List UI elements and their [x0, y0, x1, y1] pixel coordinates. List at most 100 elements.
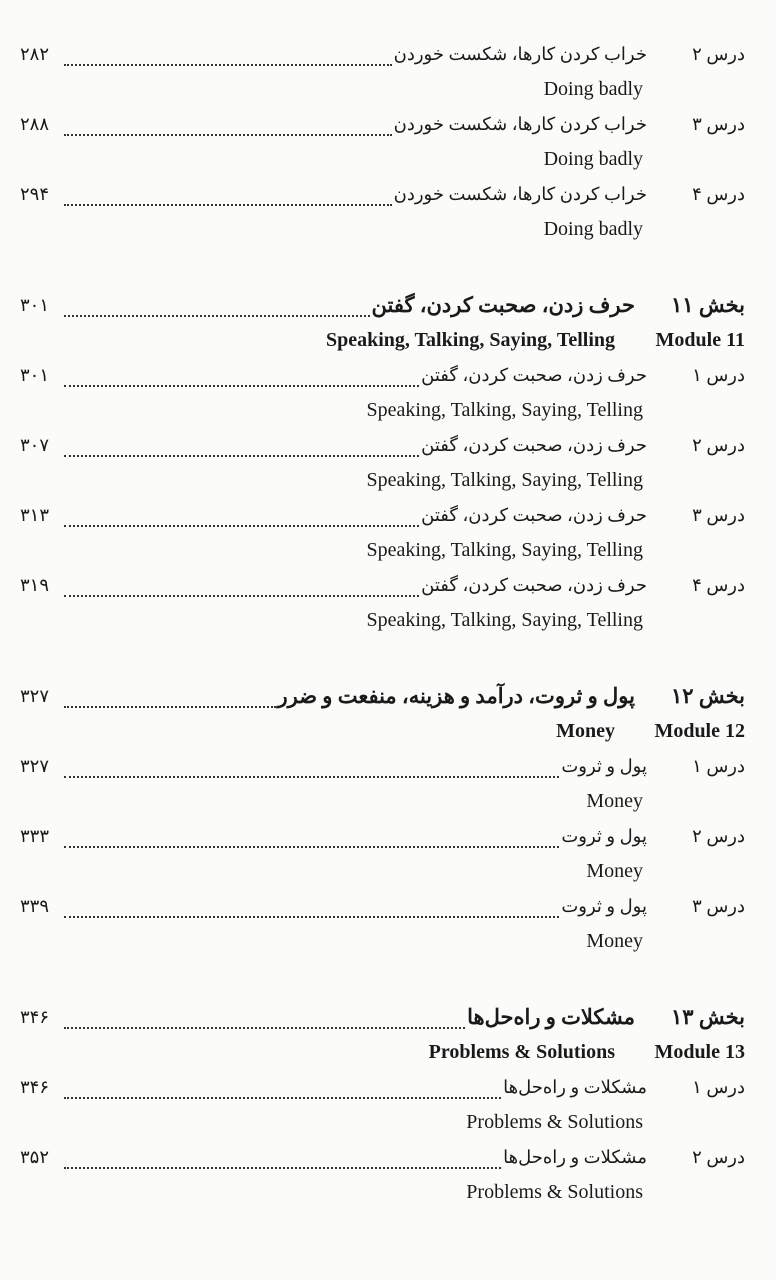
page-number: ۳۴۶ — [20, 1077, 50, 1097]
lesson-number: درس ۲ — [692, 44, 745, 64]
page-number: ۳۱۳ — [20, 505, 50, 525]
lesson-english-title: Doing badly — [543, 148, 643, 170]
lesson-title: حرف زدن، صحبت کردن، گفتن — [421, 505, 647, 525]
lesson-english-title: Speaking, Talking, Saying, Telling — [366, 469, 643, 491]
lesson-english-line: Doing badly — [20, 72, 745, 107]
module-english-line: Module 13 Problems & Solutions — [20, 1035, 745, 1070]
dot-leader — [64, 705, 276, 708]
module-english-title: Speaking, Talking, Saying, Telling — [325, 329, 615, 351]
lesson-entry[interactable]: درس ۳ حرف زدن، صحبت کردن، گفتن ۳۱۳ — [20, 498, 745, 533]
page-number: ۳۳۹ — [20, 896, 50, 916]
dot-leader — [64, 384, 420, 387]
page-number: ۳۱۹ — [20, 575, 50, 595]
lesson-english-line: Speaking, Talking, Saying, Telling — [20, 533, 745, 568]
lesson-number: درس ۴ — [692, 184, 745, 204]
lesson-english-line: Money — [20, 854, 745, 889]
lesson-title: خراب کردن کارها، شکست خوردن — [393, 44, 647, 64]
lesson-english-title: Speaking, Talking, Saying, Telling — [366, 609, 643, 631]
dot-leader — [64, 133, 392, 136]
lesson-english-title: Money — [586, 790, 643, 812]
module-english-line: Module 11 Speaking, Talking, Saying, Tell… — [20, 323, 745, 358]
lesson-entry[interactable]: درس ۲ پول و ثروت ۳۳۳ — [20, 819, 745, 854]
lesson-title: حرف زدن، صحبت کردن، گفتن — [421, 365, 647, 385]
lesson-entry[interactable]: درس ۳ پول و ثروت ۳۳۹ — [20, 889, 745, 924]
lesson-title: مشکلات و راه‌حل‌ها — [503, 1147, 647, 1167]
module-heading[interactable]: بخش ۱۳ مشکلات و راه‌حل‌ها ۳۴۶ — [20, 1000, 745, 1035]
lesson-entry[interactable]: درس ۱ حرف زدن، صحبت کردن، گفتن ۳۰۱ — [20, 358, 745, 393]
lesson-title: خراب کردن کارها، شکست خوردن — [393, 114, 647, 134]
dot-leader — [64, 915, 560, 918]
module-english-label: Module 12 — [654, 720, 745, 742]
dot-leader — [64, 845, 560, 848]
lesson-english-title: Speaking, Talking, Saying, Telling — [366, 399, 643, 421]
lesson-number: درس ۱ — [692, 1077, 745, 1097]
lesson-english-line: Money — [20, 924, 745, 959]
lesson-english-line: Doing badly — [20, 212, 745, 247]
module-heading[interactable]: بخش ۱۲ پول و ثروت، درآمد و هزینه، منفعت و… — [20, 679, 745, 714]
module-title: پول و ثروت، درآمد و هزینه، منفعت و ضرر — [277, 684, 636, 708]
page-number: ۲۹۴ — [20, 184, 50, 204]
page-number: ۳۴۶ — [20, 1007, 50, 1027]
dot-leader — [64, 314, 370, 317]
lesson-english-title: Doing badly — [543, 218, 643, 240]
toc-section: بخش ۱۳ مشکلات و راه‌حل‌ها ۳۴۶ Module 13 Prob… — [20, 1000, 745, 1210]
module-english-label: Module 13 — [654, 1041, 745, 1063]
page-number: ۳۳۳ — [20, 826, 50, 846]
page-number: ۳۰۷ — [20, 435, 50, 455]
toc-section: بخش ۱۲ پول و ثروت، درآمد و هزینه، منفعت و… — [20, 679, 745, 959]
lesson-entry[interactable]: درس ۲ مشکلات و راه‌حل‌ها ۳۵۲ — [20, 1140, 745, 1175]
lesson-entry[interactable]: درس ۲ خراب کردن کارها، شکست خوردن ۲۸۲ — [20, 37, 745, 72]
lesson-number: درس ۲ — [692, 435, 745, 455]
lesson-english-line: Doing badly — [20, 142, 745, 177]
lesson-english-line: Problems & Solutions — [20, 1175, 745, 1210]
lesson-english-line: Speaking, Talking, Saying, Telling — [20, 463, 745, 498]
page-number: ۳۰۱ — [20, 365, 50, 385]
module-english-title: Problems & Solutions — [428, 1041, 615, 1063]
dot-leader — [64, 454, 420, 457]
lesson-english-line: Speaking, Talking, Saying, Telling — [20, 393, 745, 428]
lesson-title: پول و ثروت — [561, 826, 647, 846]
lesson-english-title: Problems & Solutions — [466, 1181, 643, 1203]
lesson-entry[interactable]: درس ۱ پول و ثروت ۳۲۷ — [20, 749, 745, 784]
lesson-number: درس ۱ — [692, 365, 745, 385]
lesson-number: درس ۴ — [692, 575, 745, 595]
lesson-entry[interactable]: درس ۲ حرف زدن، صحبت کردن، گفتن ۳۰۷ — [20, 428, 745, 463]
dot-leader — [64, 63, 392, 66]
dot-leader — [64, 524, 420, 527]
lesson-number: درس ۳ — [692, 505, 745, 525]
lesson-number: درس ۳ — [692, 896, 745, 916]
module-number: بخش ۱۳ — [671, 1005, 745, 1029]
module-english-line: Module 12 Money — [20, 714, 745, 749]
page-number: ۲۸۲ — [20, 44, 50, 64]
dot-leader — [64, 594, 420, 597]
dot-leader — [64, 203, 392, 206]
lesson-entry[interactable]: درس ۴ خراب کردن کارها، شکست خوردن ۲۹۴ — [20, 177, 745, 212]
page-number: ۲۸۸ — [20, 114, 50, 134]
page-number: ۳۲۷ — [20, 686, 50, 706]
dot-leader — [64, 1026, 466, 1029]
lesson-title: پول و ثروت — [561, 756, 647, 776]
lesson-number: درس ۳ — [692, 114, 745, 134]
page-number: ۳۵۲ — [20, 1147, 50, 1167]
module-english-label: Module 11 — [655, 329, 745, 351]
lesson-title: حرف زدن، صحبت کردن، گفتن — [421, 575, 647, 595]
lesson-title: خراب کردن کارها، شکست خوردن — [393, 184, 647, 204]
lesson-english-line: Money — [20, 784, 745, 819]
module-title: حرف زدن، صحبت کردن، گفتن — [371, 293, 635, 317]
lesson-english-title: Speaking, Talking, Saying, Telling — [366, 539, 643, 561]
page-number: ۳۲۷ — [20, 756, 50, 776]
lesson-entry[interactable]: درس ۳ خراب کردن کارها، شکست خوردن ۲۸۸ — [20, 107, 745, 142]
dot-leader — [64, 1166, 502, 1169]
lesson-entry[interactable]: درس ۴ حرف زدن، صحبت کردن، گفتن ۳۱۹ — [20, 568, 745, 603]
lesson-title: پول و ثروت — [561, 896, 647, 916]
lesson-english-line: Speaking, Talking, Saying, Telling — [20, 603, 745, 638]
toc-section: درس ۲ خراب کردن کارها، شکست خوردن ۲۸۲ Doing… — [20, 37, 745, 247]
lesson-number: درس ۱ — [692, 756, 745, 776]
toc-section: بخش ۱۱ حرف زدن، صحبت کردن، گفتن ۳۰۱ Module … — [20, 288, 745, 638]
dot-leader — [64, 1096, 502, 1099]
lesson-number: درس ۲ — [692, 1147, 745, 1167]
lesson-number: درس ۲ — [692, 826, 745, 846]
lesson-entry[interactable]: درس ۱ مشکلات و راه‌حل‌ها ۳۴۶ — [20, 1070, 745, 1105]
module-number: بخش ۱۲ — [671, 684, 745, 708]
module-heading[interactable]: بخش ۱۱ حرف زدن، صحبت کردن، گفتن ۳۰۱ — [20, 288, 745, 323]
